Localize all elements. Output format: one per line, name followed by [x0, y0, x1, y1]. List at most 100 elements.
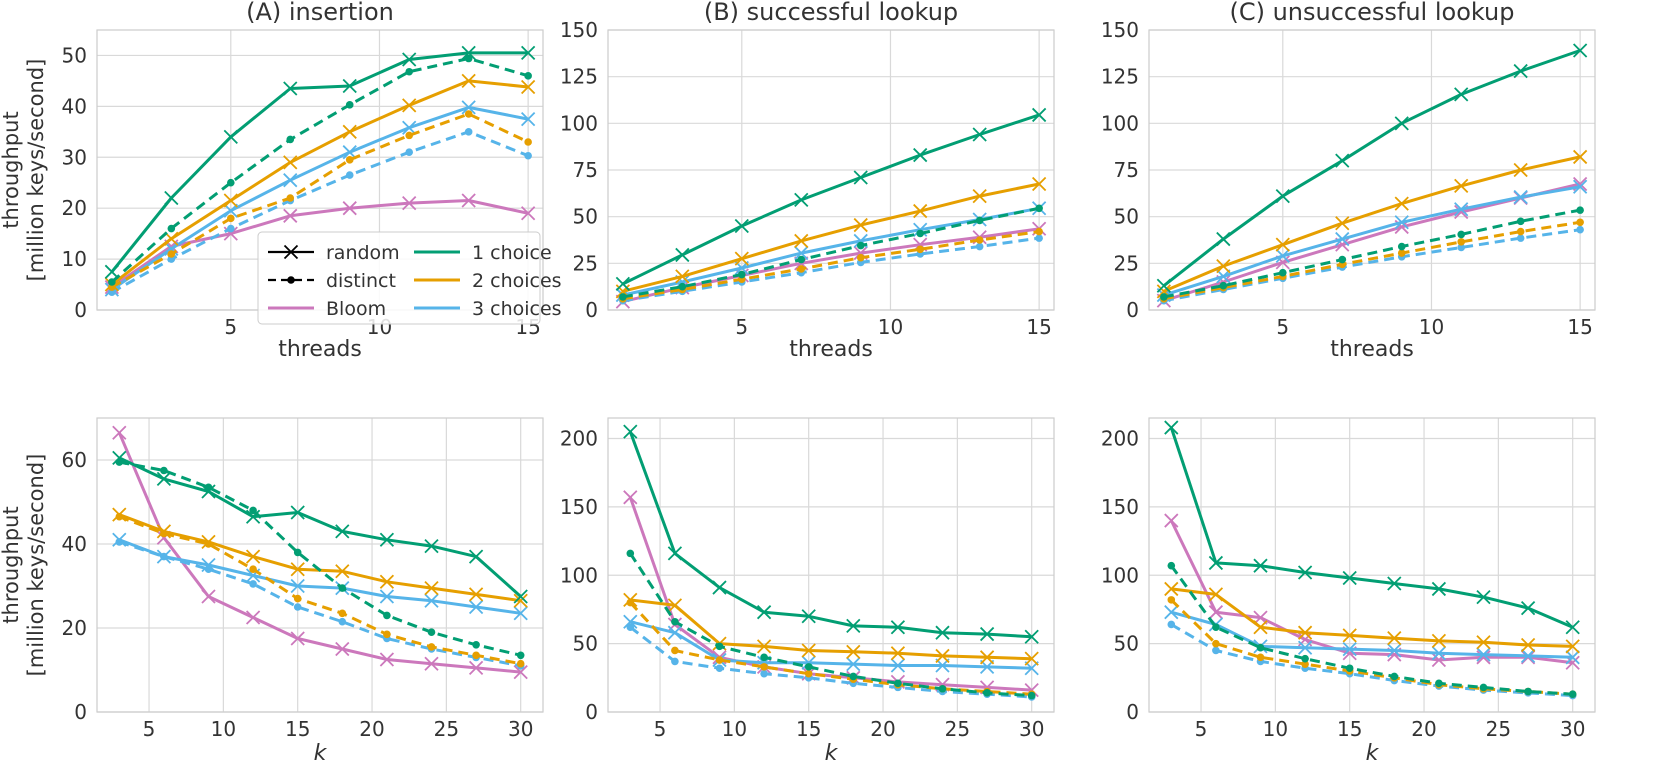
- data-point: [794, 233, 809, 249]
- data-point: [1479, 683, 1488, 692]
- x-tick-label: 15: [1337, 717, 1362, 741]
- data-point: [856, 241, 865, 250]
- data-point: [164, 231, 179, 246]
- data-point: [1513, 189, 1528, 205]
- y-tick-label: 10: [62, 247, 87, 271]
- data-point: [1024, 651, 1039, 666]
- x-tick-label: 15: [285, 717, 310, 741]
- data-point: [1216, 258, 1231, 274]
- data-point: [164, 190, 179, 206]
- series-line: [628, 496, 1032, 692]
- series-2-choices-random: [1164, 581, 1580, 654]
- data-point: [402, 52, 417, 67]
- data-point: [283, 155, 298, 170]
- data-point: [675, 247, 690, 263]
- data-point: [520, 45, 536, 61]
- data-point: [1457, 230, 1465, 239]
- data-point: [1035, 227, 1043, 236]
- data-point: [524, 138, 532, 146]
- y-tick-label: 150: [560, 495, 598, 519]
- data-point: [1301, 654, 1309, 663]
- series-line: [118, 456, 522, 598]
- x-axis-label: k: [1366, 741, 1380, 765]
- data-point: [293, 594, 302, 603]
- series-1-choice-distinct: [1167, 561, 1577, 699]
- y-tick-label: 0: [74, 298, 87, 322]
- series-line: [117, 432, 521, 674]
- data-point: [1156, 278, 1172, 293]
- data-point: [853, 170, 868, 185]
- x-tick-label: 5: [654, 717, 667, 741]
- x-tick-label: 30: [1019, 717, 1044, 741]
- series-line: [118, 515, 521, 666]
- data-point: [1167, 620, 1176, 629]
- data-point: [913, 147, 928, 163]
- series-line: [111, 105, 529, 291]
- data-point: [1572, 43, 1588, 58]
- data-point: [975, 216, 984, 225]
- y-tick-label: 40: [62, 532, 87, 556]
- x-tick-label: 15: [796, 717, 821, 741]
- data-point: [338, 584, 347, 592]
- data-point: [283, 208, 298, 223]
- y-axis-label-line2: [million keys/second]: [24, 59, 48, 282]
- series-line: [1170, 610, 1573, 659]
- y-tick-label: 150: [560, 18, 598, 42]
- data-point: [1024, 629, 1039, 644]
- data-point: [1454, 178, 1469, 194]
- series-line: [110, 51, 529, 273]
- y-tick-label: 150: [1101, 18, 1139, 42]
- data-point: [112, 450, 127, 466]
- data-point: [112, 425, 127, 440]
- data-point: [520, 79, 536, 95]
- y-tick-label: 200: [1101, 427, 1139, 451]
- data-point: [1457, 238, 1465, 246]
- data-point: [1513, 63, 1528, 79]
- data-point: [797, 265, 806, 273]
- data-point: [804, 669, 813, 678]
- data-point: [1164, 513, 1179, 528]
- data-point: [1031, 176, 1047, 192]
- data-point: [623, 614, 638, 629]
- legend-random-marker: [283, 244, 299, 260]
- data-point: [286, 135, 295, 144]
- series-1-choice-random: [104, 45, 536, 279]
- data-point: [623, 424, 638, 439]
- data-point: [1279, 268, 1287, 277]
- data-point: [249, 580, 257, 588]
- data-point: [290, 505, 305, 520]
- legend-2-choices-label: 2 choices: [472, 270, 562, 292]
- data-point: [1335, 216, 1350, 231]
- y-tick-label: 100: [1101, 563, 1139, 587]
- x-tick-label: 25: [1486, 717, 1511, 741]
- y-tick-label: 25: [1114, 251, 1139, 275]
- x-tick-label: 15: [1567, 315, 1592, 339]
- data-point: [245, 549, 261, 564]
- data-point: [472, 641, 480, 649]
- y-tick-label: 50: [573, 205, 598, 229]
- data-point: [427, 628, 436, 636]
- data-point: [201, 589, 216, 604]
- data-point: [1297, 625, 1313, 640]
- data-point: [1454, 87, 1469, 102]
- y-tick-label: 50: [573, 632, 598, 656]
- legend-box: [257, 231, 541, 325]
- chart-panel-6: 5 10 15 20 25 30 0 50 100 150 200 k: [1101, 417, 1596, 765]
- data-point: [1335, 231, 1350, 247]
- data-point: [801, 643, 816, 658]
- data-point: [1301, 660, 1309, 668]
- data-point: [1457, 243, 1465, 252]
- y-tick-label: 0: [1126, 298, 1139, 322]
- chart-title: (C) unsuccessful lookup: [1229, 0, 1514, 26]
- series-line: [1169, 427, 1574, 629]
- data-point: [379, 532, 395, 547]
- data-point: [383, 630, 391, 639]
- data-point: [283, 173, 298, 188]
- data-point: [935, 648, 950, 664]
- data-point: [1219, 281, 1228, 290]
- data-point: [342, 78, 357, 94]
- data-point: [290, 578, 305, 594]
- series-2-choices-distinct: [1167, 596, 1577, 699]
- x-tick-label: 10: [722, 717, 747, 741]
- data-point: [1524, 687, 1532, 696]
